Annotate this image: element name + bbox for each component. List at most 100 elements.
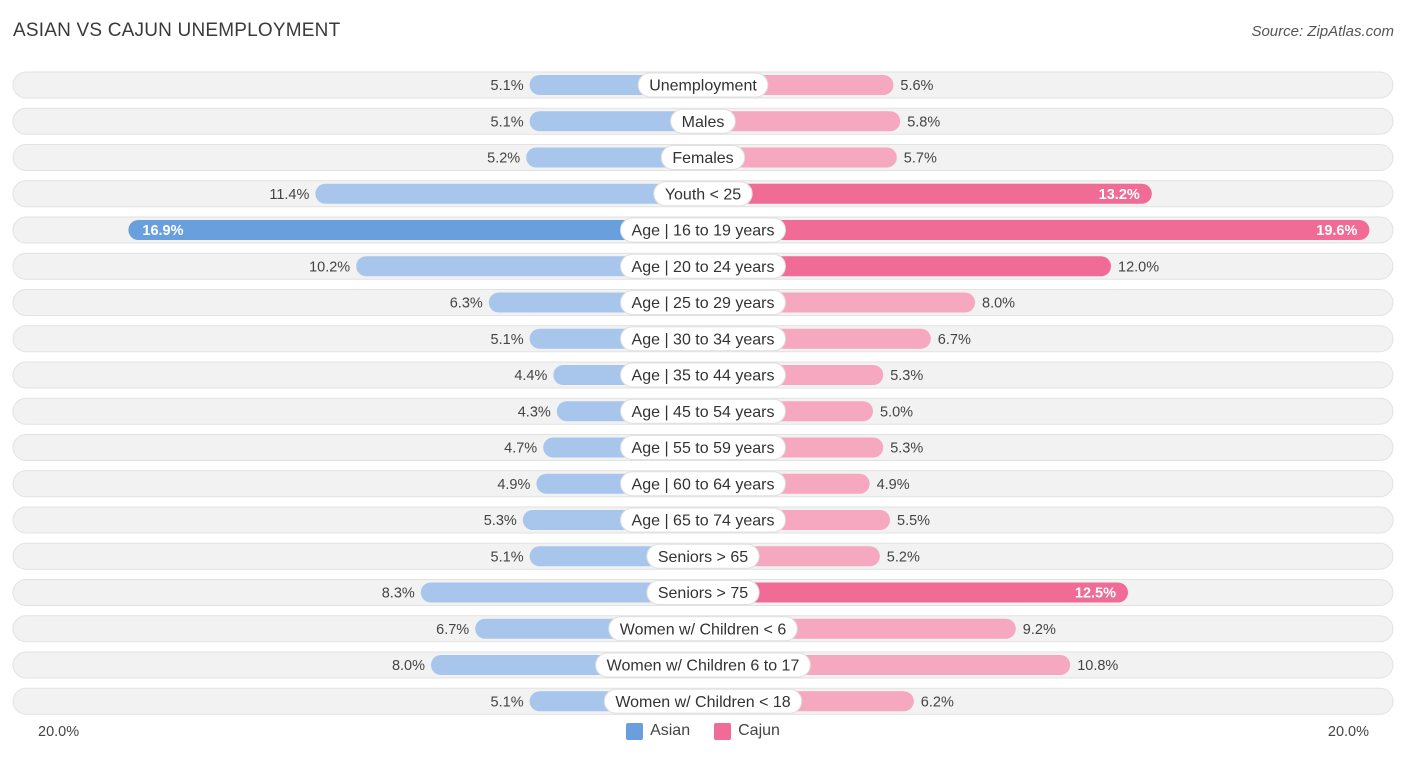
row-age-45-to-54-years: 4.3% 5.0% Age | 45 to 54 years (12, 397, 1394, 425)
value-label-cajun: 12.0% (1118, 259, 1159, 275)
value-label-asian: 10.2% (309, 259, 350, 275)
category-label: Age | 60 to 64 years (632, 476, 775, 493)
category-label-pill (660, 145, 746, 170)
row-age-55-to-59-years: 4.7% 5.3% Age | 55 to 59 years (12, 434, 1394, 461)
bar-asian-age-20-to-24-years (356, 256, 703, 277)
row-unemployment: 5.1% 5.6% Unemployment (12, 71, 1394, 99)
value-label-asian: 8.0% (392, 658, 425, 674)
category-label-pill (670, 108, 736, 134)
category-label: Seniors > 65 (658, 549, 748, 566)
bar-asian-seniors-75 (420, 582, 703, 603)
value-label-asian: 4.4% (514, 368, 547, 384)
category-label-pill (620, 435, 786, 460)
legend-label-cajun: Cajun (738, 722, 780, 739)
category-label-pill (603, 688, 803, 714)
value-label-cajun: 9.2% (1023, 622, 1056, 638)
category-label-pill (595, 652, 811, 678)
value-label-cajun: 5.7% (904, 151, 937, 167)
category-label: Age | 16 to 19 years (632, 223, 775, 240)
value-label-asian: 5.1% (491, 114, 524, 130)
category-label: Women w/ Children < 18 (615, 694, 790, 711)
category-label: Age | 45 to 54 years (632, 404, 775, 421)
category-label: Age | 25 to 29 years (632, 295, 775, 312)
category-label-pill (653, 181, 753, 207)
value-label-cajun: 6.2% (921, 694, 954, 710)
bar-cajun-youth-25 (703, 183, 1152, 204)
value-label-cajun: 19.6% (1316, 223, 1357, 239)
row-age-30-to-34-years: 5.1% 6.7% Age | 30 to 34 years (12, 325, 1394, 353)
legend-item-cajun[interactable]: Cajun (714, 722, 780, 740)
category-label-pill (620, 217, 786, 243)
value-label-cajun: 5.8% (907, 114, 940, 130)
bar-asian-males (529, 111, 703, 132)
row-women-w-children-6-to-17: 8.0% 10.8% Women w/ Children 6 to 17 (12, 651, 1394, 679)
value-label-asian: 5.2% (487, 151, 520, 167)
row-age-16-to-19-years: 16.9% 19.6% Age | 16 to 19 years (12, 216, 1394, 244)
legend-swatch-asian (626, 722, 644, 740)
category-label-pill (620, 326, 786, 352)
axis-right-label: 20.0% (1327, 724, 1369, 740)
category-label-pill (620, 507, 786, 533)
category-label-pill (620, 471, 786, 497)
category-label-pill (620, 362, 786, 388)
category-label: Age | 20 to 24 years (632, 259, 775, 276)
category-label: Age | 30 to 34 years (632, 331, 775, 348)
value-label-asian: 16.9% (142, 223, 183, 239)
source-note: Source: ZipAtlas.com (1251, 23, 1394, 40)
value-label-cajun: 5.2% (887, 549, 920, 565)
legend-label-asian: Asian (650, 722, 691, 739)
value-label-asian: 6.7% (436, 622, 469, 638)
bar-cajun-seniors-75 (703, 582, 1128, 603)
category-label: Women w/ Children 6 to 17 (607, 658, 800, 675)
legend-swatch-cajun (714, 722, 732, 740)
value-label-asian: 5.3% (484, 513, 517, 529)
value-label-asian: 5.1% (491, 332, 524, 348)
category-label: Seniors > 75 (658, 585, 748, 602)
category-label: Women w/ Children < 6 (620, 621, 787, 638)
bar-cajun-age-20-to-24-years (703, 256, 1111, 277)
value-label-cajun: 13.2% (1099, 187, 1140, 203)
value-label-asian: 5.1% (491, 78, 524, 94)
category-label-pill (637, 72, 769, 98)
category-label: Males (682, 114, 725, 131)
row-youth-25: 11.4% 13.2% Youth < 25 (12, 180, 1394, 208)
row-age-65-to-74-years: 5.3% 5.5% Age | 65 to 74 years (12, 506, 1394, 534)
row-women-w-children-18: 5.1% 6.2% Women w/ Children < 18 (12, 687, 1394, 715)
value-label-cajun: 5.5% (897, 513, 930, 529)
row-seniors-75: 8.3% 12.5% Seniors > 75 (12, 579, 1394, 606)
value-label-cajun: 12.5% (1075, 586, 1116, 602)
bar-asian-youth-25 (315, 183, 703, 204)
row-women-w-children-6: 6.7% 9.2% Women w/ Children < 6 (12, 615, 1394, 643)
category-label: Age | 65 to 74 years (632, 513, 775, 530)
category-label: Youth < 25 (665, 186, 741, 203)
category-label-pill (620, 398, 786, 424)
row-age-20-to-24-years: 10.2% 12.0% Age | 20 to 24 years (12, 252, 1394, 280)
row-seniors-65: 5.1% 5.2% Seniors > 65 (12, 542, 1394, 570)
category-label-pill (646, 580, 760, 605)
bar-cajun-females (703, 147, 897, 168)
category-label-pill (646, 543, 760, 569)
row-females: 5.2% 5.7% Females (12, 144, 1394, 171)
value-label-asian: 4.3% (518, 404, 551, 420)
category-label: Unemployment (649, 78, 757, 95)
value-label-asian: 6.3% (450, 296, 483, 312)
row-males: 5.1% 5.8% Males (12, 107, 1394, 135)
row-age-35-to-44-years: 4.4% 5.3% Age | 35 to 44 years (12, 361, 1394, 389)
value-label-cajun: 5.0% (880, 404, 913, 420)
row-age-25-to-29-years: 6.3% 8.0% Age | 25 to 29 years (12, 289, 1394, 316)
category-label-pill (620, 253, 786, 279)
bar-cajun-males (703, 111, 901, 132)
value-label-cajun: 5.3% (890, 441, 923, 457)
legend-item-asian[interactable]: Asian (626, 722, 690, 740)
axis-left-label: 20.0% (38, 724, 80, 740)
value-label-asian: 11.4% (269, 187, 309, 203)
value-label-cajun: 4.9% (877, 477, 910, 493)
value-label-cajun: 10.8% (1077, 658, 1118, 674)
value-label-cajun: 5.3% (890, 368, 923, 384)
category-label-pill (620, 290, 786, 315)
value-label-asian: 4.7% (504, 441, 537, 457)
row-age-60-to-64-years: 4.9% 4.9% Age | 60 to 64 years (12, 470, 1394, 498)
chart-title: ASIAN VS CAJUN UNEMPLOYMENT (13, 20, 341, 41)
category-label: Females (672, 150, 733, 167)
value-label-cajun: 6.7% (938, 332, 971, 348)
